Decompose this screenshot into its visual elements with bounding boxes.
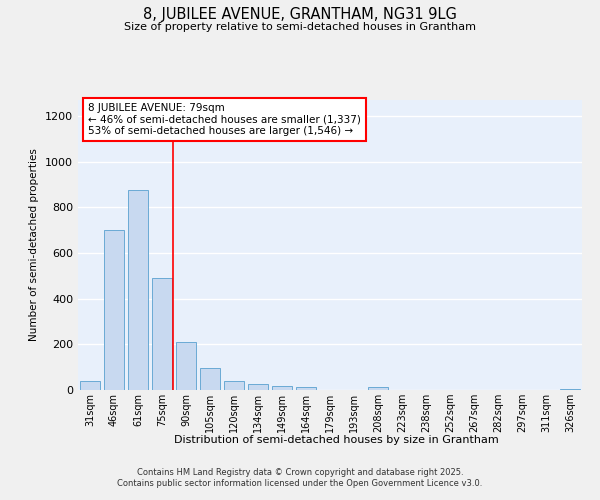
Bar — [560, 389, 580, 390]
Bar — [296, 388, 316, 390]
Text: 8, JUBILEE AVENUE, GRANTHAM, NG31 9LG: 8, JUBILEE AVENUE, GRANTHAM, NG31 9LG — [143, 8, 457, 22]
Text: Distribution of semi-detached houses by size in Grantham: Distribution of semi-detached houses by … — [173, 435, 499, 445]
Bar — [248, 384, 268, 390]
Text: 8 JUBILEE AVENUE: 79sqm
← 46% of semi-detached houses are smaller (1,337)
53% of: 8 JUBILEE AVENUE: 79sqm ← 46% of semi-de… — [88, 103, 361, 136]
Text: Contains HM Land Registry data © Crown copyright and database right 2025.
Contai: Contains HM Land Registry data © Crown c… — [118, 468, 482, 487]
Bar — [272, 386, 292, 390]
Bar — [368, 386, 388, 390]
Bar — [200, 368, 220, 390]
Y-axis label: Number of semi-detached properties: Number of semi-detached properties — [29, 148, 40, 342]
Bar — [176, 342, 196, 390]
Text: Size of property relative to semi-detached houses in Grantham: Size of property relative to semi-detach… — [124, 22, 476, 32]
Bar — [128, 190, 148, 390]
Bar — [152, 278, 172, 390]
Bar — [104, 230, 124, 390]
Bar — [80, 381, 100, 390]
Bar — [224, 381, 244, 390]
